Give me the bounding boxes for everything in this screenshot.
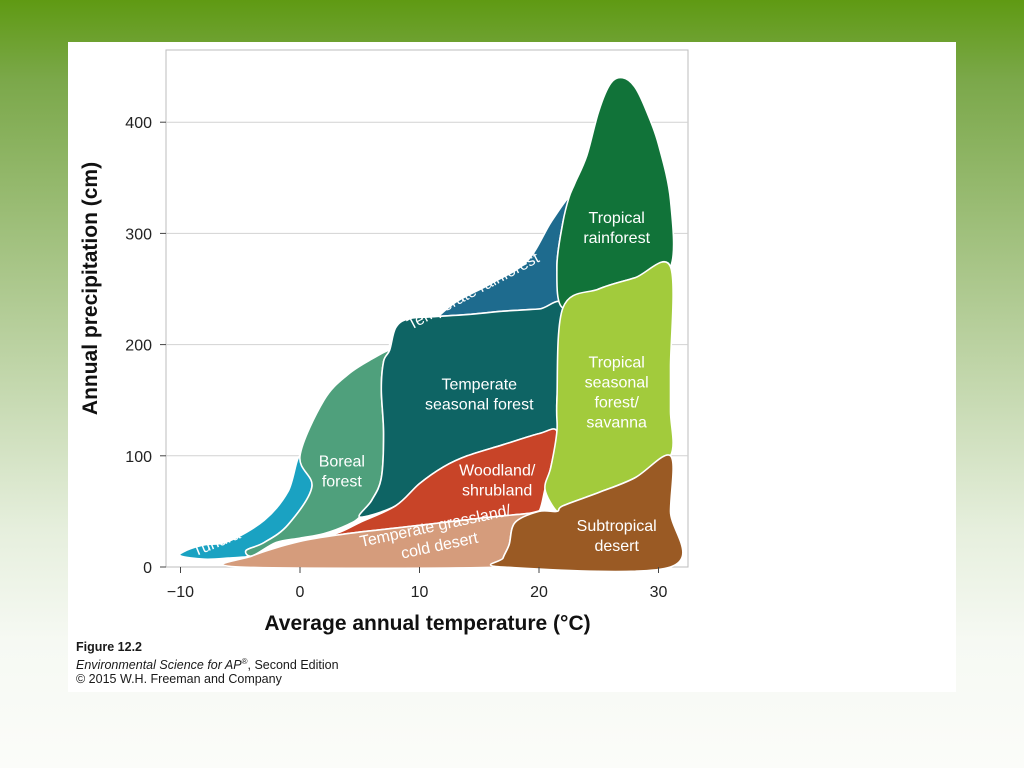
x-tick-label: 20 <box>530 584 548 601</box>
region-label-line: desert <box>594 538 639 555</box>
region-label-line: shrubland <box>462 482 532 499</box>
y-axis-title: Annual precipitation (cm) <box>79 162 102 415</box>
region-label-line: Tropical <box>589 354 645 371</box>
source-mark: ® <box>241 656 248 666</box>
y-tick-label: 200 <box>125 338 152 355</box>
y-tick-label: 400 <box>125 115 152 132</box>
region-label-line: savanna <box>586 414 647 431</box>
region-label-tropical-rainforest: Tropical rainforest <box>583 210 650 247</box>
x-tick-label: 30 <box>650 584 668 601</box>
region-label-line: rainforest <box>583 230 650 247</box>
region-label-line: Tropical <box>589 210 645 227</box>
y-tick-label: 0 <box>143 560 152 577</box>
x-tick-label: −10 <box>167 584 194 601</box>
x-axis-title: Average annual temperature (°C) <box>264 612 590 635</box>
region-label-line: seasonal <box>585 374 649 391</box>
region-label-line: Boreal <box>319 453 365 470</box>
region-tropical-rainforest <box>556 76 675 310</box>
figure-caption: Figure 12.2 Environmental Science for AP… <box>76 640 496 687</box>
region-label-line: Temperate <box>441 377 517 394</box>
region-label-line: forest <box>322 473 363 490</box>
y-tick-label: 300 <box>125 226 152 243</box>
region-subtropical-desert <box>489 454 684 573</box>
region-label-line: Woodland/ <box>459 462 536 479</box>
region-label-subtropical-desert: Subtropical desert <box>577 518 657 555</box>
source-title: Environmental Science for AP <box>76 657 242 672</box>
region-label-line: seasonal forest <box>425 397 534 414</box>
x-tick-label: 0 <box>296 584 305 601</box>
region-label-tropical-seasonal-forest-savanna: Tropical seasonal forest/savanna <box>585 354 649 431</box>
figure-panel: Tundra Boreal forest Temperate rainforest Te… <box>68 42 956 692</box>
region-label-woodland-shrubland: Woodland/shrubland <box>459 462 536 499</box>
y-tick-label: 100 <box>125 449 152 466</box>
copyright: © 2015 W.H. Freeman and Company <box>76 672 282 687</box>
figure-number: Figure 12.2 <box>76 640 142 654</box>
source-edition: , Second Edition <box>247 657 339 672</box>
region-label-boreal-forest: Boreal forest <box>319 453 365 490</box>
x-tick-label: 10 <box>411 584 429 601</box>
figure-source: Environmental Science for AP®, Second Ed… <box>76 655 496 673</box>
region-label-temperate-seasonal-forest: Temperate seasonal forest <box>425 377 534 414</box>
region-label-line: Subtropical <box>577 518 657 535</box>
region-label-line: forest/ <box>594 394 639 411</box>
